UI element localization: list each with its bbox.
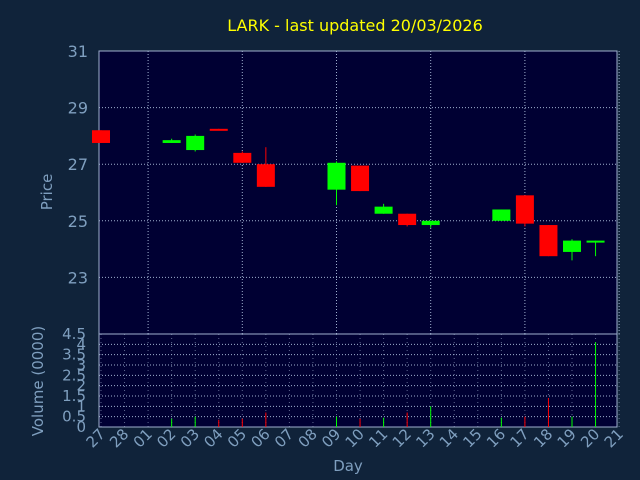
- candle-body: [539, 225, 558, 257]
- x-tick-label: 01: [130, 425, 156, 451]
- price-axis-label: Price: [38, 174, 56, 211]
- candle-body: [586, 240, 605, 243]
- x-tick-label: 20: [577, 425, 603, 451]
- candle-body: [515, 195, 534, 224]
- x-axis-label: Day: [333, 457, 363, 475]
- candle-body: [327, 162, 346, 190]
- price-tick-label: 27: [68, 155, 88, 174]
- x-tick-label: 04: [200, 425, 226, 451]
- candle-body: [492, 209, 511, 221]
- volume-tick-label: 2.5: [62, 366, 86, 384]
- x-tick-label: 14: [436, 425, 462, 451]
- x-tick-label: 11: [365, 425, 391, 451]
- volume-tick-label: 3.5: [62, 346, 86, 364]
- x-tick-label: 02: [153, 425, 179, 451]
- price-panel: [98, 50, 618, 335]
- candle-body: [421, 220, 440, 226]
- price-tick-label: 29: [68, 99, 88, 118]
- x-tick-label: 28: [106, 425, 132, 451]
- volume-axis-label: Volume (0000): [29, 326, 47, 436]
- price-tick-label: 31: [68, 42, 88, 61]
- grid-lines: [99, 50, 620, 428]
- x-tick-label: 16: [483, 425, 509, 451]
- candle-body: [351, 165, 370, 192]
- x-tick-label: 19: [554, 425, 580, 451]
- x-tick-label: 18: [530, 425, 556, 451]
- x-tick-label: 21: [601, 425, 627, 451]
- candle-body: [92, 130, 110, 143]
- candle-body: [233, 152, 252, 163]
- candle-body: [209, 128, 228, 131]
- volume-tick-label: 0: [76, 418, 86, 436]
- candle-body: [563, 240, 581, 252]
- volume-tick-label: 1.5: [62, 387, 86, 405]
- x-tick-label: 12: [389, 425, 415, 451]
- x-tick-label: 03: [177, 425, 203, 451]
- volume-panel: [98, 333, 618, 428]
- x-tick-label: 05: [224, 425, 250, 451]
- candle-body: [256, 164, 275, 187]
- price-tick-label: 23: [68, 268, 88, 287]
- volume-tick-label: 4.5: [62, 325, 86, 343]
- candle-body: [398, 213, 417, 226]
- x-tick-label: 10: [342, 425, 368, 451]
- x-tick-label: 15: [459, 425, 485, 451]
- x-tick-label: 13: [412, 425, 438, 451]
- volume-tick-label: 2: [76, 377, 86, 395]
- volume-tick-label: 4: [76, 335, 86, 353]
- x-tick-label: 08: [295, 425, 321, 451]
- x-tick-label: 07: [271, 425, 297, 451]
- candle-body: [186, 135, 205, 151]
- chart-title: LARK - last updated 20/03/2026: [227, 16, 483, 35]
- price-tick-label: 25: [68, 212, 88, 231]
- x-tick-label: 06: [247, 425, 273, 451]
- x-tick-label: 17: [506, 425, 532, 451]
- x-tick-label: 27: [83, 425, 109, 451]
- volume-tick-label: 0.5: [62, 408, 86, 426]
- candle-body: [374, 206, 393, 214]
- x-tick-label: 09: [318, 425, 344, 451]
- volume-tick-label: 1: [76, 397, 86, 415]
- chart-marks: [92, 128, 605, 427]
- candle-body: [162, 140, 181, 143]
- volume-tick-label: 3: [76, 356, 86, 374]
